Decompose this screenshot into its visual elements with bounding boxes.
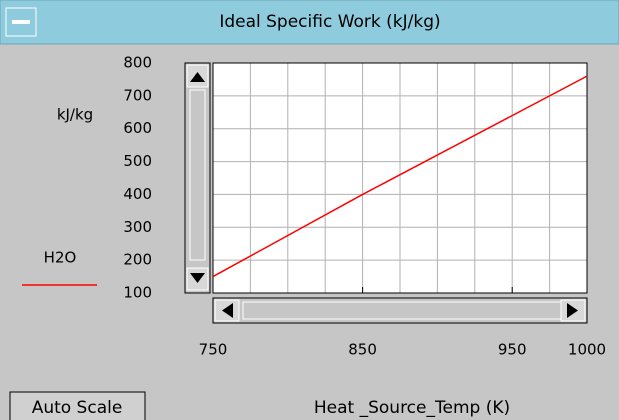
y-tick-label: 500: [123, 152, 152, 170]
v-scroll-thumb[interactable]: [189, 89, 206, 261]
minimize-icon[interactable]: [12, 20, 30, 24]
vertical-scrollbar[interactable]: [184, 62, 211, 294]
y-tick-label: 100: [123, 284, 152, 302]
window-title: Ideal Specific Work (kJ/kg): [219, 12, 440, 32]
up-arrow[interactable]: [190, 72, 205, 82]
y-axis-label: kJ/kg: [57, 106, 93, 124]
button-label[interactable]: Auto Scale: [32, 398, 123, 418]
x-tick-label: 950: [498, 341, 527, 359]
x-tick-label: 1000: [568, 341, 606, 359]
y-tick-label: 200: [123, 251, 152, 269]
horizontal-scrollbar[interactable]: [212, 297, 588, 324]
h-scroll-thumb[interactable]: [242, 301, 562, 320]
minimize-button[interactable]: [5, 7, 37, 37]
legend-label: H2O: [44, 249, 77, 267]
y-tick-label: 800: [123, 54, 152, 72]
x-axis-label: Heat _Source_Temp (K): [314, 398, 510, 418]
button-frame[interactable]: [9, 391, 146, 420]
data-line: [212, 75, 588, 278]
y-tick-label: 600: [123, 119, 152, 137]
down-arrow[interactable]: [190, 273, 205, 283]
y-tick-label: 400: [123, 185, 152, 203]
auto-scale-button[interactable]: Auto Scale: [9, 391, 146, 420]
y-tick-label: 300: [123, 218, 152, 236]
plot-border: [212, 62, 588, 294]
x-tick-label: 750: [199, 341, 228, 359]
y-tick-label: 700: [123, 86, 152, 104]
right-arrow[interactable]: [567, 303, 578, 318]
title-bar: [0, 0, 619, 45]
left-arrow[interactable]: [222, 303, 233, 318]
x-tick-label: 850: [348, 341, 377, 359]
